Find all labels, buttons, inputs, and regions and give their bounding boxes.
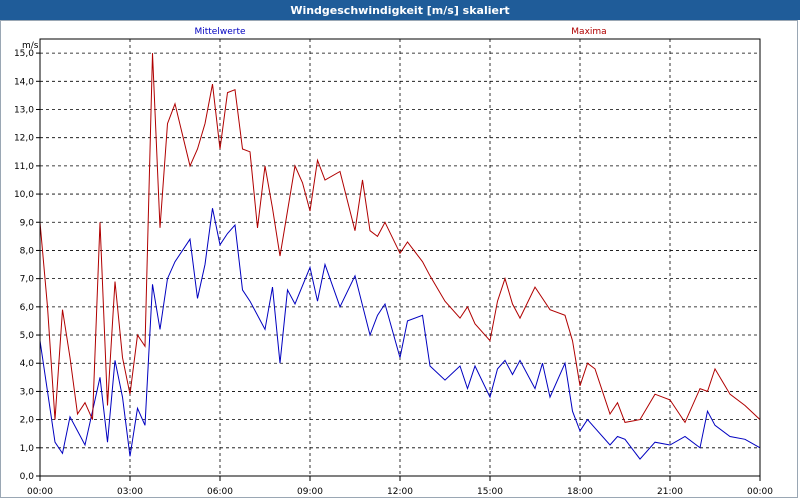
x-tick-time-label: 21:00 [657,487,683,497]
y-axis: 0,0 1,0 2,0 3,0 4,0 5,0 6,0 7,0 8,0 9,0 10,0 11,0 12… [14,49,40,482]
legend: Mittelwerte Maxima [194,27,606,37]
y-tick-label: 14,0 [14,77,34,87]
x-axis: 00:0006.06.1903:0006.06.1906:0006.06.190… [27,476,773,497]
x-tick-time-label: 12:00 [387,487,413,497]
y-tick-label: 5,0 [20,331,35,341]
y-tick-label: 11,0 [14,162,34,172]
y-tick-label: 0,0 [20,472,35,482]
x-tick-time-label: 06:00 [207,487,233,497]
grid-lines [40,39,760,476]
y-tick-label: 2,0 [20,416,35,426]
y-tick-label: 9,0 [20,218,35,228]
chart-frame [0,20,798,498]
x-tick-time-label: 09:00 [297,487,323,497]
y-axis-unit-label: m/s [22,41,39,51]
y-tick-label: 1,0 [20,444,35,454]
y-tick-label: 10,0 [14,190,34,200]
x-tick-time-label: 00:00 [747,487,773,497]
series-lines [39,53,761,460]
wind-speed-chart: 0,0 1,0 2,0 3,0 4,0 5,0 6,0 7,0 8,0 9,0 10,0 11,0 12… [14,27,773,497]
series-line-mittelwerte [39,208,761,460]
y-tick-label: 15,0 [14,49,34,59]
plot-border [39,38,761,477]
legend-maxima: Maxima [571,27,606,37]
y-tick-label: 8,0 [20,246,35,256]
y-tick-label: 3,0 [20,387,35,397]
legend-mittelwerte: Mittelwerte [194,27,245,37]
x-tick-time-label: 18:00 [567,487,593,497]
y-tick-label: 13,0 [14,105,34,115]
x-tick-time-label: 03:00 [117,487,143,497]
window-title: Windgeschwindigkeit [m/s] skaliert [0,0,800,20]
series-line-maxima [39,53,761,424]
y-tick-label: 7,0 [20,275,35,285]
x-tick-time-label: 15:00 [477,487,503,497]
y-tick-label: 4,0 [20,359,35,369]
x-tick-time-label: 00:00 [27,487,53,497]
y-tick-label: 12,0 [14,134,34,144]
y-tick-label: 6,0 [20,303,35,313]
